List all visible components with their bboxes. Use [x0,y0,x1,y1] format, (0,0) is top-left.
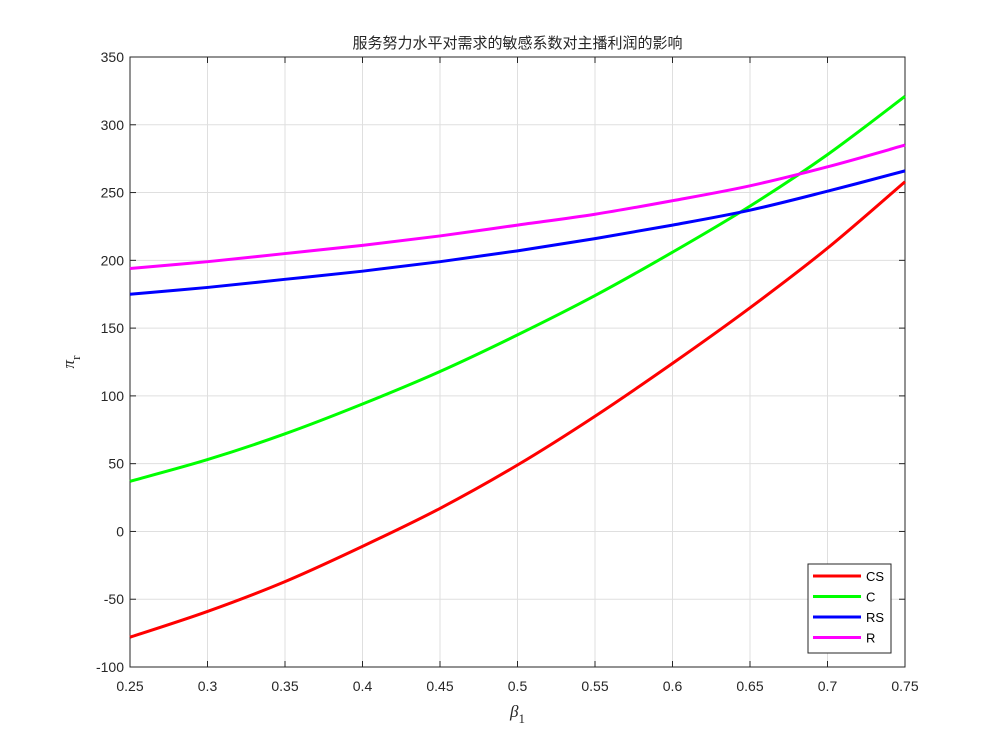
series-line-r [129,143,906,270]
x-tick-label: 0.75 [891,678,918,694]
legend-label-rs: RS [866,610,884,625]
legend-label-cs: CS [866,569,884,584]
series-lines [129,95,906,639]
legend: CS C RS R [807,563,892,654]
x-tick-label: 0.65 [736,678,763,694]
chart-title: 服务努力水平对需求的敏感系数对主播利润的影响 [352,34,682,52]
x-tick-label: 0.7 [818,678,838,694]
x-tick-label: 0.3 [198,678,218,694]
x-tick-label: 0.4 [353,678,373,694]
x-tick-label: 0.35 [271,678,298,694]
y-axis-label: πr [59,355,83,369]
axis-ticks: 0.25 0.3 0.35 0.4 0.45 0.5 0.55 0.6 0.65 0.7 0.75 -… [96,49,919,694]
x-tick-label: 0.5 [508,678,528,694]
y-tick-label: 250 [101,185,125,201]
series-line-c [129,95,906,483]
y-tick-label: 0 [116,523,124,539]
y-axis-label-main: π [59,359,78,368]
series-line-rs [129,169,906,296]
y-tick-label: -100 [96,659,124,675]
y-tick-label: 200 [101,252,125,268]
legend-label-c: C [866,590,875,605]
x-axis-label-main: β [509,702,519,721]
y-tick-label: 50 [108,456,124,472]
y-tick-label: 350 [101,49,125,65]
legend-label-r: R [866,631,875,646]
series-line-cs [129,180,906,639]
x-tick-label: 0.6 [663,678,683,694]
y-tick-label: -50 [104,591,124,607]
x-axis-label-subscript: 1 [518,711,525,726]
y-tick-label: 300 [101,117,125,133]
x-tick-label: 0.55 [581,678,608,694]
grid-lines [130,57,905,667]
x-tick-label: 0.45 [426,678,453,694]
y-tick-label: 100 [101,388,125,404]
x-axis-label: β1 [509,702,525,726]
y-tick-label: 150 [101,320,125,336]
x-tick-label: 0.25 [116,678,143,694]
y-axis-label-subscript: r [68,355,83,360]
